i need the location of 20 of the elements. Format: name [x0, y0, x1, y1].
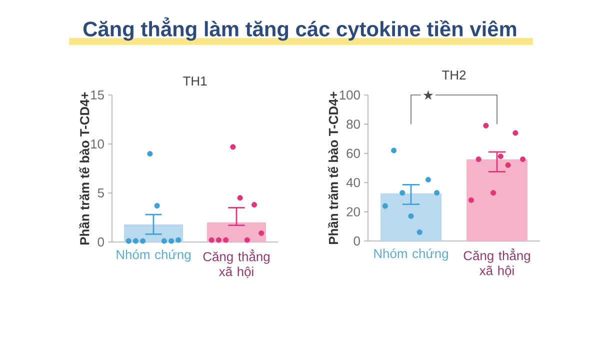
chart-subtitle: TH1 [183, 76, 207, 86]
x-tick-label: Căng thẳng xã hội [464, 248, 530, 278]
chart-title: Căng thẳng làm tăng các cytokine tiền viêm [83, 17, 516, 41]
y-tick-label: 20 [346, 207, 360, 216]
y-tick-label: 40 [346, 178, 360, 188]
y-axis-title: Phần trăm tế bào T-CD4+ [79, 92, 90, 244]
x-tick-label: Nhóm chứng [374, 248, 448, 261]
y-tick-label: 60 [346, 148, 360, 158]
y-tick-label: 0 [98, 237, 104, 247]
chart-subtitle: TH2 [442, 70, 466, 80]
y-tick-label: 15 [91, 90, 104, 100]
y-tick-label: 100 [340, 90, 360, 100]
y-tick-label: 80 [346, 120, 360, 129]
annotation: ★ [423, 90, 434, 100]
y-tick-label: 5 [98, 188, 104, 198]
x-tick-label: Căng thẳng xã hội [203, 250, 270, 278]
x-tick-label: Nhóm chứng [116, 250, 190, 262]
y-axis-title: Phần trăm tế bào T-CD4+ [328, 92, 338, 244]
y-tick-label: 10 [91, 139, 104, 149]
y-tick-label: 0 [354, 236, 360, 246]
